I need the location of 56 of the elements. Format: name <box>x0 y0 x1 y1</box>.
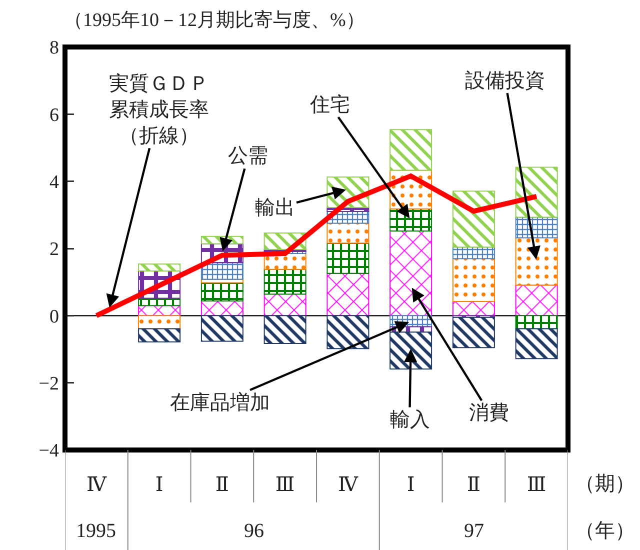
text: 住宅 <box>309 93 350 116</box>
y-tick-label: −2 <box>38 373 59 394</box>
y-tick-label: 4 <box>50 172 60 193</box>
bar <box>452 258 495 302</box>
bar <box>515 166 558 218</box>
bar <box>515 216 558 238</box>
bar <box>326 242 370 274</box>
text: 設備投資 <box>465 70 545 92</box>
series-label: 輸入 <box>390 409 430 431</box>
y-axis-title: （1995年10－12月期比寄与度、%） <box>64 9 365 31</box>
bar <box>452 316 495 348</box>
bar <box>200 315 244 342</box>
bar <box>264 315 306 344</box>
bar <box>200 262 244 280</box>
y-tick-label: 0 <box>50 306 59 328</box>
bar <box>452 246 495 260</box>
bar <box>138 298 181 306</box>
y-tick-label: 6 <box>50 104 59 126</box>
x-tick-label: Ⅰ <box>155 474 164 496</box>
series-label: 輸出 <box>255 197 295 219</box>
bar <box>390 230 432 316</box>
bar <box>326 222 370 244</box>
text: 97 <box>464 520 484 542</box>
bar <box>515 328 558 360</box>
bar <box>138 315 181 330</box>
y-tick-label: 8 <box>50 38 59 59</box>
x-tick-label: Ⅲ <box>526 474 546 496</box>
text: 公需 <box>228 145 268 167</box>
bar <box>264 268 306 295</box>
x-tick-label: Ⅳ <box>86 474 108 496</box>
bar <box>138 328 181 342</box>
bar <box>200 282 244 302</box>
text: 1995 <box>76 520 116 542</box>
bar <box>390 332 432 370</box>
bar <box>390 129 432 171</box>
text: （期） <box>575 473 635 495</box>
y-tick-label: 2 <box>50 239 59 260</box>
x-tick-label: Ⅱ <box>215 474 229 496</box>
bar <box>515 237 558 286</box>
bar <box>515 315 558 330</box>
text: （年） <box>575 520 635 542</box>
x-tick-label: Ⅱ <box>466 474 480 496</box>
x-tick-label: Ⅳ <box>338 474 359 496</box>
bar <box>138 263 181 272</box>
bar <box>264 294 306 316</box>
x-tick-label: Ⅰ <box>406 474 415 496</box>
bar <box>326 272 370 316</box>
y-tick-label: −4 <box>38 440 60 462</box>
text: 96 <box>244 520 264 542</box>
text: 消費 <box>469 402 509 424</box>
bar <box>326 315 370 350</box>
text: 在庫品増加 <box>170 391 270 414</box>
x-tick-label: Ⅲ <box>275 474 295 496</box>
bar <box>452 190 495 248</box>
bar <box>515 284 558 316</box>
text: 実質ＧＤＰ累積成長率（折線） <box>109 72 209 147</box>
